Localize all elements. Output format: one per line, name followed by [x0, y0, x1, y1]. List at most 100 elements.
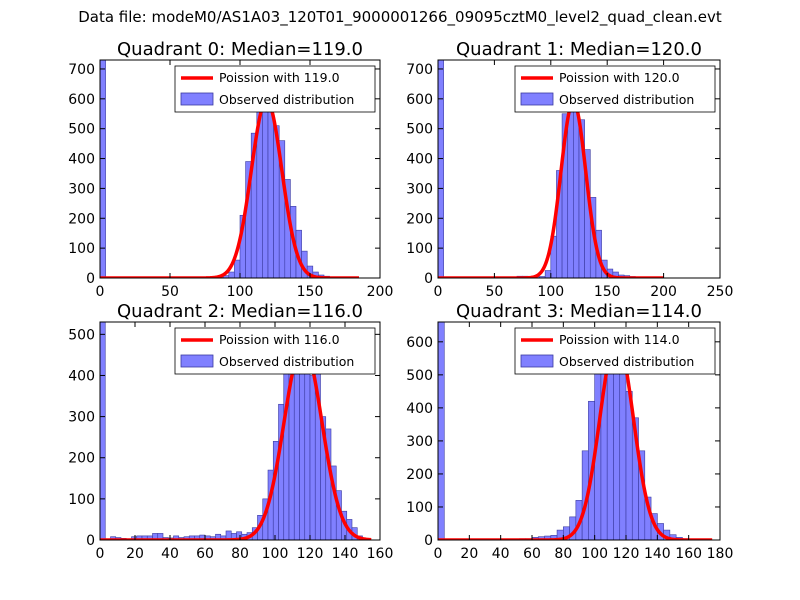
y-tick-label: 200: [68, 451, 95, 467]
histogram-bar: [100, 322, 106, 540]
histogram-bar: [619, 354, 627, 540]
legend-hist-swatch: [520, 354, 554, 368]
x-tick-label: 100: [262, 546, 289, 562]
legend-hist-swatch: [180, 92, 214, 106]
plot-frame: [437, 59, 721, 279]
poisson-curve: [438, 100, 665, 278]
y-tick-label: 200: [68, 211, 95, 227]
x-tick-label: 40: [492, 546, 510, 562]
y-tick-label: 700: [68, 62, 95, 78]
y-tick-label: 600: [68, 92, 95, 108]
y-tick-label: 300: [68, 181, 95, 197]
x-tick-label: 160: [367, 546, 394, 562]
plot-frame: [437, 321, 721, 541]
histogram-bar: [157, 533, 164, 540]
poisson-curve: [438, 336, 714, 540]
legend-hist-label: Observed distribution: [559, 354, 694, 369]
y-tick-label: 500: [68, 327, 95, 343]
legend: Poission with 116.0 Observed distribution: [174, 327, 376, 375]
x-tick-label: 160: [675, 546, 702, 562]
x-tick-label: 100: [227, 284, 254, 300]
y-tick-label: 500: [406, 368, 433, 384]
y-tick-label: 200: [406, 467, 433, 483]
y-tick-label: 400: [68, 368, 95, 384]
y-tick-label: 300: [68, 410, 95, 426]
legend-curve-label: Poission with 114.0: [559, 332, 680, 347]
x-tick-label: 150: [297, 284, 324, 300]
x-tick-label: 50: [161, 284, 179, 300]
quadrant-0-plot: 0 50 100 150 200 0 100 200 300 400 500 600 700 Quadra…: [68, 39, 393, 300]
x-tick-label: 0: [96, 546, 105, 562]
x-tick-label: 0: [434, 546, 443, 562]
x-tick-label: 60: [523, 546, 541, 562]
legend: Poission with 114.0 Observed distribution: [514, 327, 716, 375]
histogram-bar: [613, 348, 621, 540]
x-tick-label: 140: [644, 546, 671, 562]
y-tick-label: 400: [406, 152, 433, 168]
histogram-bar: [100, 60, 106, 278]
quadrant-2-plot: 0 20 40 60 80 100 120 140 160 0 100 200 300 400 500 Qua…: [68, 301, 393, 562]
x-tick-label: 0: [434, 284, 443, 300]
poisson-curve: [100, 98, 361, 278]
legend-curve-label: Poission with 119.0: [219, 70, 340, 85]
legend-curve-label: Poission with 116.0: [219, 332, 340, 347]
y-tick-label: 0: [424, 271, 433, 287]
histogram-bar: [567, 101, 574, 278]
y-tick-label: 600: [406, 92, 433, 108]
histogram-bar: [293, 350, 300, 540]
x-tick-label: 250: [707, 284, 734, 300]
y-tick-label: 500: [68, 122, 95, 138]
plot-title: Quadrant 3: Median=114.0: [456, 301, 702, 322]
x-tick-label: 20: [460, 546, 478, 562]
x-tick-label: 50: [485, 284, 503, 300]
histogram-bar: [438, 322, 445, 540]
legend-hist-label: Observed distribution: [559, 92, 694, 107]
legend-hist-label: Observed distribution: [219, 92, 354, 107]
legend: Poission with 120.0 Observed distribution: [514, 65, 716, 113]
y-tick-label: 300: [406, 434, 433, 450]
y-tick-label: 600: [406, 335, 433, 351]
legend-curve-label: Poission with 120.0: [559, 70, 680, 85]
x-tick-label: 100: [581, 546, 608, 562]
y-tick-label: 200: [406, 211, 433, 227]
histogram-bar: [309, 375, 316, 540]
x-tick-label: 80: [231, 546, 249, 562]
quadrant-3-plot: 0 20 40 60 80 100 120 140 160 180 0 100 200 300 400 500…: [406, 301, 733, 562]
plot-data-area: [100, 60, 361, 278]
y-tick-label: 300: [406, 181, 433, 197]
histogram-bar: [544, 270, 552, 278]
x-tick-label: 200: [650, 284, 677, 300]
x-tick-label: 0: [96, 284, 105, 300]
legend-hist-swatch: [520, 92, 554, 106]
y-tick-label: 400: [68, 152, 95, 168]
histogram-bar: [438, 60, 444, 278]
plot-title: Quadrant 1: Median=120.0: [456, 39, 702, 60]
histogram-bar: [228, 271, 235, 278]
legend: Poission with 119.0 Observed distribution: [174, 65, 376, 113]
figure-title: Data file: modeM0/AS1A03_120T01_90000012…: [78, 8, 722, 26]
histogram-bar: [283, 350, 290, 540]
x-tick-label: 20: [126, 546, 144, 562]
y-tick-label: 100: [406, 500, 433, 516]
legend-hist-label: Observed distribution: [219, 354, 354, 369]
y-tick-label: 400: [406, 401, 433, 417]
y-tick-label: 0: [86, 271, 95, 287]
y-tick-label: 100: [406, 241, 433, 257]
histogram-bar: [573, 98, 580, 278]
quadrant-1-plot: 0 50 100 150 200 250 0 100 200 300 400 500 600 700 Qua…: [406, 39, 733, 300]
x-tick-label: 120: [297, 546, 324, 562]
legend-hist-swatch: [180, 354, 214, 368]
y-tick-label: 700: [406, 62, 433, 78]
plot-title: Quadrant 0: Median=119.0: [117, 39, 363, 60]
x-tick-label: 100: [537, 284, 564, 300]
y-tick-label: 0: [424, 533, 433, 549]
histogram-bar: [234, 259, 241, 278]
x-tick-label: 140: [332, 546, 359, 562]
x-tick-label: 60: [196, 546, 214, 562]
y-tick-label: 100: [68, 492, 95, 508]
x-tick-label: 200: [367, 284, 394, 300]
histogram-bar: [304, 346, 311, 540]
y-tick-label: 500: [406, 122, 433, 138]
x-tick-label: 150: [594, 284, 621, 300]
